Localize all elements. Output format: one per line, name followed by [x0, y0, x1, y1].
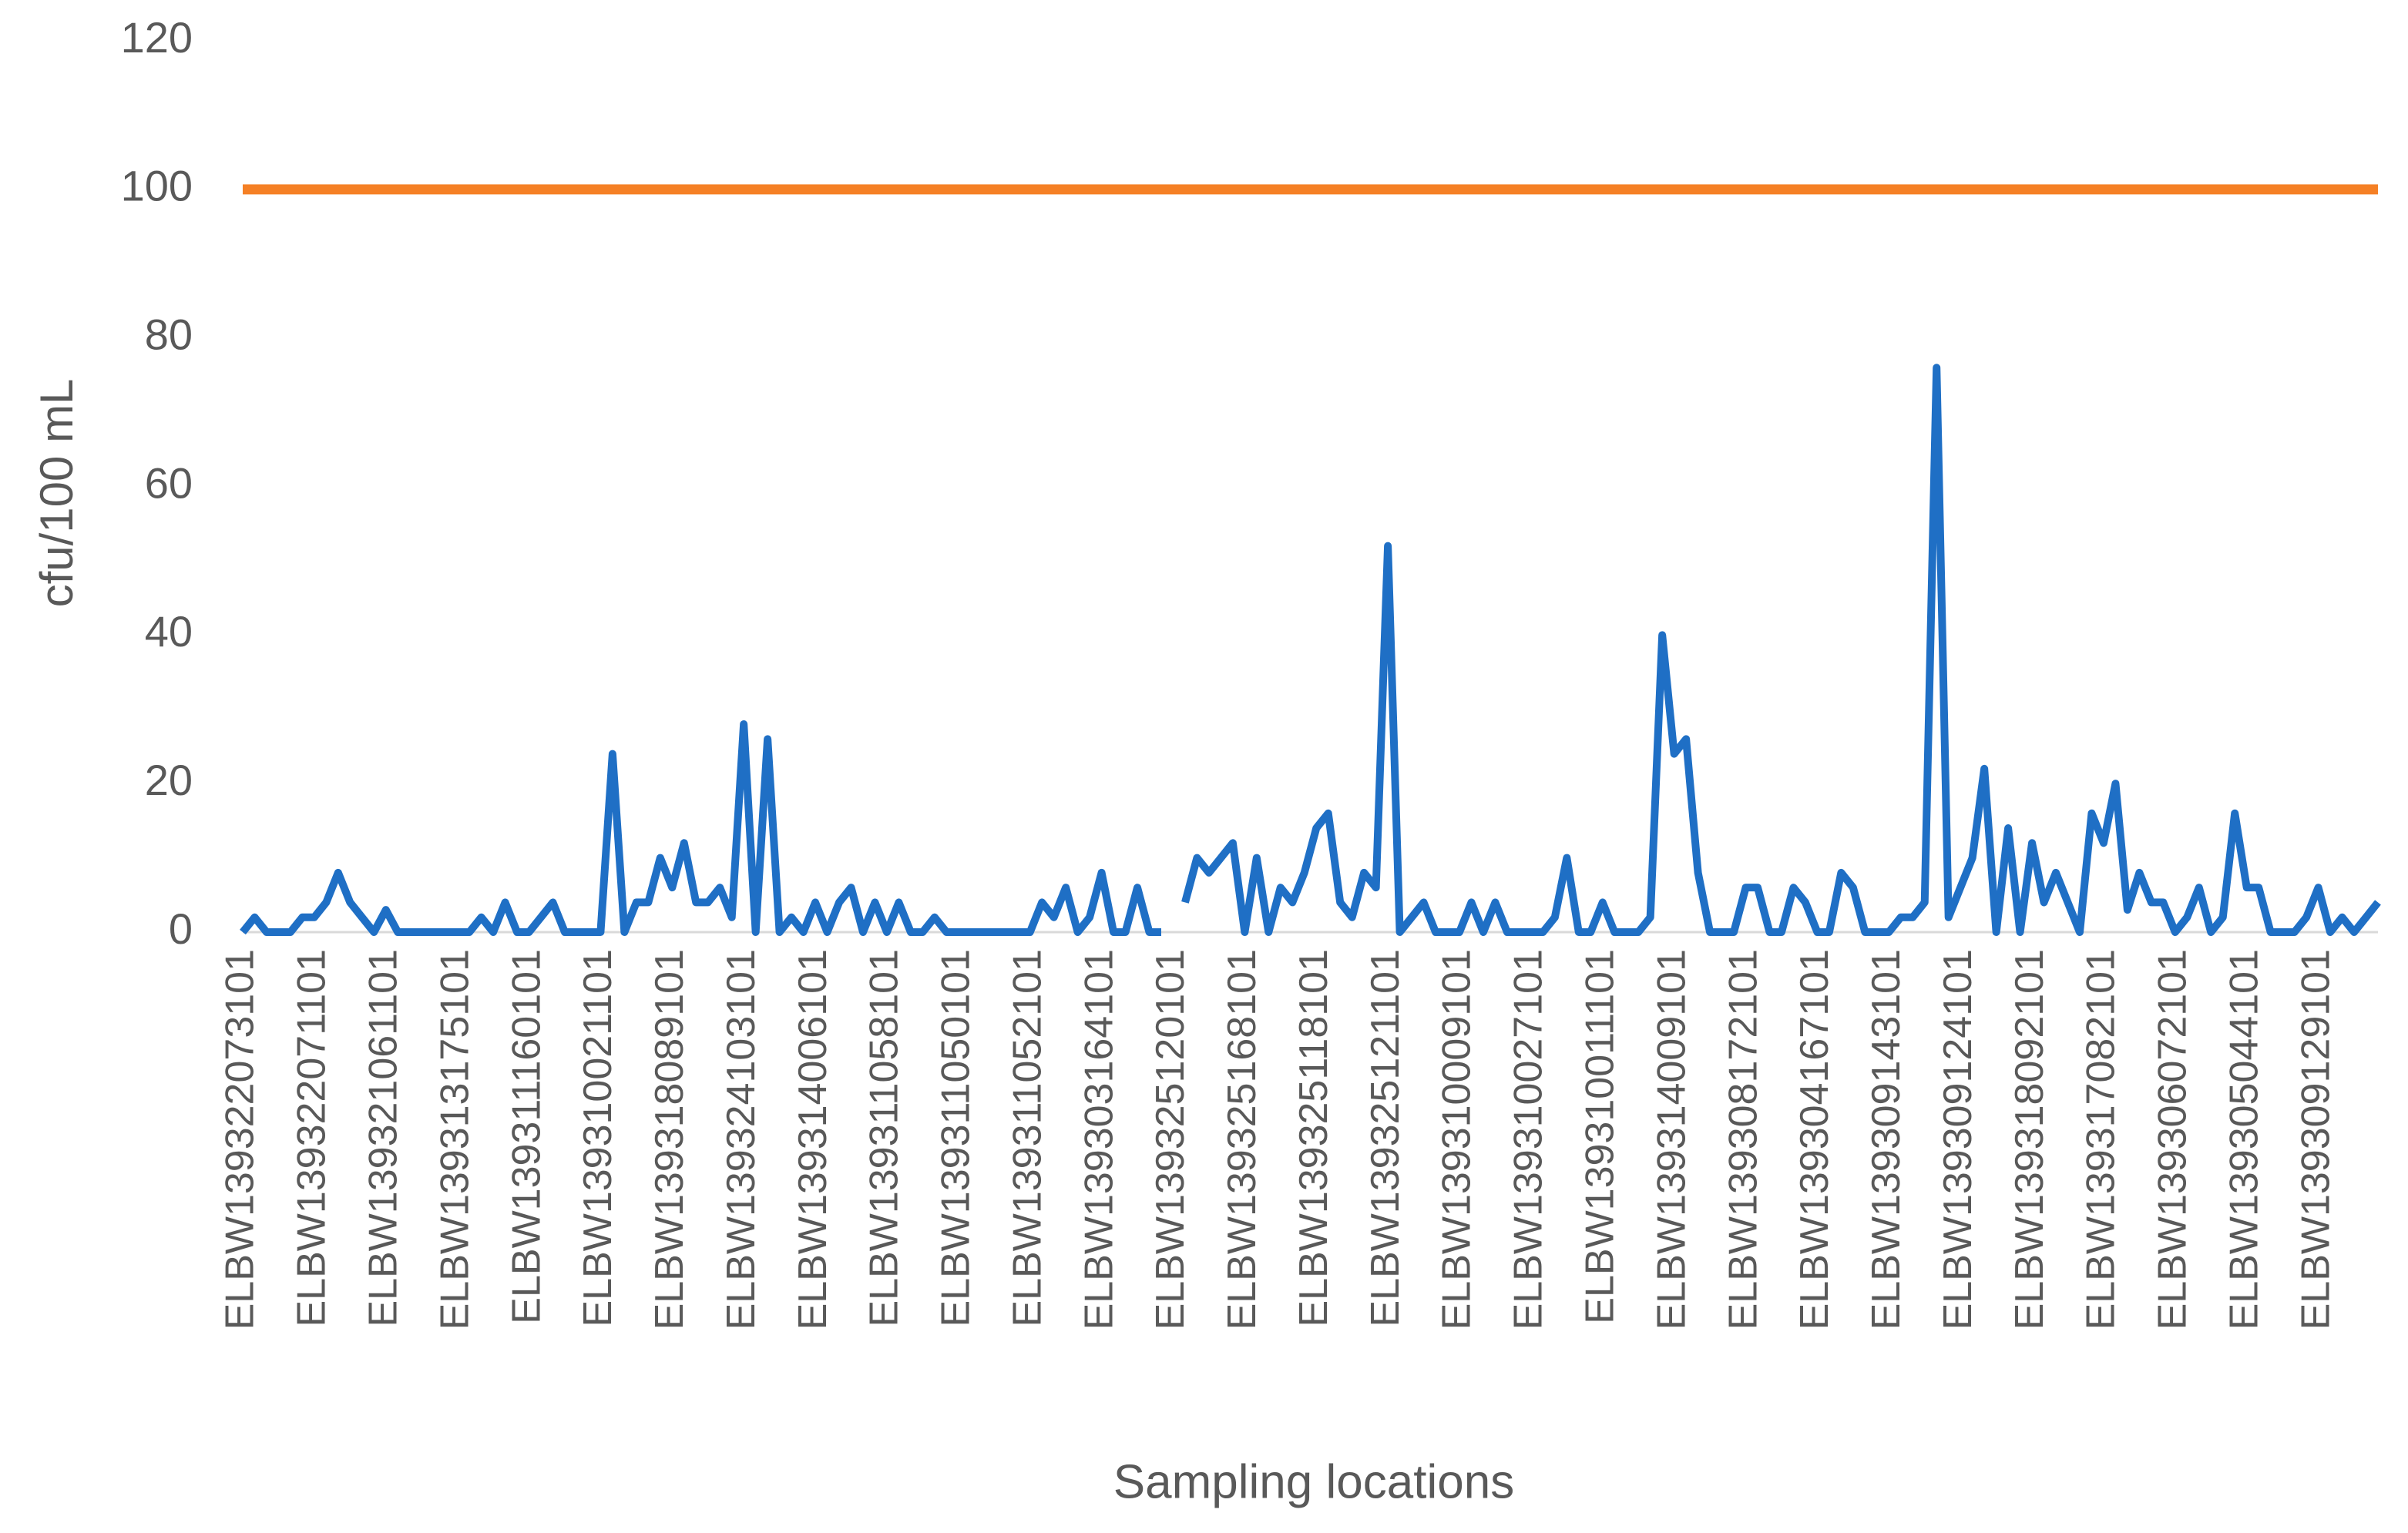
x-tick-label: ELBW139317082101: [2079, 949, 2124, 1330]
x-tick-label: ELBW139322071101: [290, 949, 334, 1327]
x-tick-label: ELBW139305044101: [2222, 949, 2266, 1330]
x-tick-label: ELBW139309129101: [2293, 949, 2338, 1330]
x-tick-label: ELBW139310027101: [1506, 949, 1551, 1330]
x-tick-label: ELBW139309143101: [1864, 949, 1909, 1330]
x-tick-label: ELBW139303164101: [1076, 949, 1121, 1330]
x-tick-label: ELBW139310011101: [1578, 949, 1623, 1324]
x-tick-label: ELBW139311058101: [862, 949, 907, 1327]
x-tick-label: ELBW139313175101: [432, 949, 477, 1330]
x-tick-label: ELBW139325118101: [1291, 949, 1336, 1327]
x-tick-label: ELBW139325120101: [1148, 949, 1193, 1330]
x-tick-label: ELBW139324103101: [719, 949, 764, 1330]
x-tick-label: ELBW139310021101: [576, 949, 620, 1327]
x-tick-label: ELBW139318092101: [2007, 949, 2052, 1330]
y-tick-label: 20: [145, 756, 193, 804]
x-tick-label: ELBW139325168101: [1220, 949, 1264, 1330]
x-tick-label: ELBW139311050101: [934, 949, 979, 1327]
x-tick-label: ELBW139306072101: [2151, 949, 2195, 1330]
x-tick-label: ELBW139304167101: [1792, 949, 1837, 1330]
x-tick-label: ELBW139318089101: [647, 949, 692, 1330]
x-tick-label: ELBW139314006101: [791, 949, 835, 1330]
y-axis-title: cfu/100 mL: [31, 379, 82, 608]
x-tick-label: ELBW139311052101: [1005, 949, 1050, 1327]
x-tick-label: ELBW139325121101: [1363, 949, 1408, 1327]
y-tick-label: 60: [145, 458, 193, 507]
y-tick-label: 120: [121, 13, 193, 62]
x-tick-label: ELBW139310009101: [1435, 949, 1479, 1330]
y-tick-label: 100: [121, 162, 193, 210]
y-tick-label: 80: [145, 310, 193, 358]
x-tick-label: ELBW139321061101: [361, 949, 405, 1327]
x-tick-label: ELBW139322073101: [218, 949, 263, 1330]
x-tick-label: ELBW139314009101: [1649, 949, 1694, 1330]
x-tick-label: ELBW139308172101: [1721, 949, 1765, 1330]
x-axis-title: Sampling locations: [1113, 1455, 1514, 1508]
data-line: [240, 364, 2381, 936]
x-tick-label: ELBW139309124101: [1936, 949, 1980, 1330]
y-tick-label: 0: [169, 904, 193, 953]
x-tick-label: ELBW139311160101: [504, 949, 549, 1324]
y-tick-label: 40: [145, 607, 193, 656]
